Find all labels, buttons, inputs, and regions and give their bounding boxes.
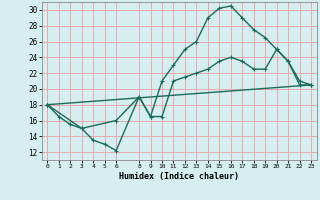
X-axis label: Humidex (Indice chaleur): Humidex (Indice chaleur) bbox=[119, 172, 239, 181]
